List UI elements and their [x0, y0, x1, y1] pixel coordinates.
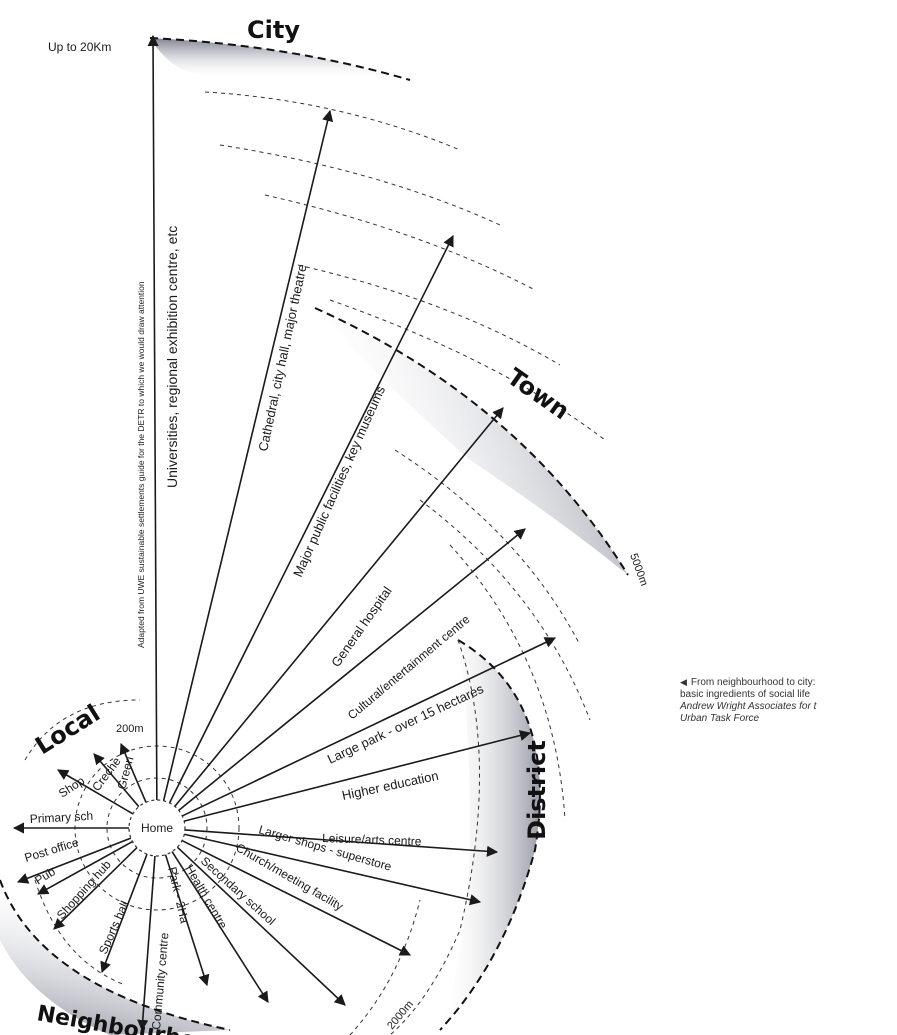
facility-arrows	[12, 34, 557, 1032]
arrow-secondary-school	[176, 846, 346, 1006]
town-boundary-arc	[314, 307, 629, 576]
local-outer-ring	[24, 699, 141, 761]
arrow-shopping-hub	[53, 847, 138, 930]
facility-label-shopping-hub: Shopping hub	[54, 857, 114, 922]
caption-arrow-icon: ◀	[680, 677, 687, 687]
arrow-health-centre	[171, 851, 269, 1003]
zone-label-district: District	[523, 740, 551, 840]
distance-label-local: 200m	[116, 723, 144, 735]
distance-label-city: Up to 20Km	[48, 40, 111, 54]
arrow-larger-shops-superstore	[184, 833, 482, 906]
arrow-universities-regional-exhibition-centre-etc	[147, 34, 159, 801]
district-boundary-arc	[439, 639, 541, 1031]
caption-line-2: basic ingredients of social life	[680, 689, 811, 700]
arrow-major-public-facilities-key-museums	[168, 234, 454, 804]
arrow-general-hospital	[174, 407, 504, 807]
city-boundary-arc	[149, 37, 411, 81]
facility-label-primary-sch: Primary sch	[29, 809, 93, 826]
town-band	[315, 308, 628, 575]
facility-label-general-hospital: General hospital	[328, 583, 395, 669]
arrow-shop	[57, 769, 134, 815]
facility-label-shop: Shop	[56, 773, 87, 800]
distance-label-district: 2000m	[385, 998, 416, 1031]
distance-label-town: 5000m	[627, 552, 650, 588]
intermediate-arcs	[204, 91, 606, 1035]
arrow-higher-education	[183, 730, 532, 822]
caption-line-3: Andrew Wright Associates for t	[680, 701, 817, 712]
local-outer-ring-2	[34, 879, 126, 986]
arrow-cathedral-city-hall-major-theatre	[162, 109, 334, 801]
neighbourhood-band	[0, 880, 230, 1035]
zone-label-local: Local	[30, 699, 105, 760]
arrow-pub	[37, 840, 133, 895]
facility-label-leisure-arts-centre: Leisure/arts centre	[322, 831, 422, 848]
arrow-large-park-over-15-hectares	[181, 637, 557, 817]
arrow-park-2ha	[164, 854, 210, 987]
arrow-creche	[93, 753, 140, 808]
arrow-church-meeting-facility	[181, 839, 412, 956]
neighbourhood-boundary-arc	[0, 879, 231, 1031]
facility-label-large-park-over-15-hectares: Large park - over 15 hectares	[325, 681, 486, 767]
facility-label-sports-hall: Sports hall	[96, 899, 132, 956]
arrow-leisure-arts-centre	[184, 829, 499, 857]
facility-label-major-public-facilities-key-museums: Major public facilities, key museums	[290, 383, 388, 579]
source-note: Adapted from UWE sustainable settlements…	[136, 281, 146, 648]
home-node	[128, 799, 186, 857]
figure-caption: ◀ From neighbourhood to city: basic ingre…	[680, 676, 897, 725]
arrow-sports-hall	[100, 853, 148, 974]
facility-label-cathedral-city-hall-major-theatre: Cathedral, city hall, major theatre	[255, 263, 309, 453]
arrow-post-office	[16, 837, 132, 884]
facility-label-universities-regional-exhibition-centre-etc: Universities, regional exhibition centre…	[164, 226, 180, 488]
arrow-community-centre	[137, 855, 156, 1032]
facility-label-higher-education: Higher education	[341, 768, 440, 803]
zone-label-city: City	[247, 16, 300, 44]
city-band	[150, 38, 410, 80]
home-label: Home	[141, 821, 173, 835]
arrow-green	[119, 742, 147, 803]
caption-line-1: From neighbourhood to city:	[690, 677, 816, 688]
caption-line-4: Urban Task Force	[680, 713, 760, 724]
zone-label-town: Town	[502, 363, 575, 425]
arrow-cultural-entertainment-centre	[178, 528, 526, 811]
